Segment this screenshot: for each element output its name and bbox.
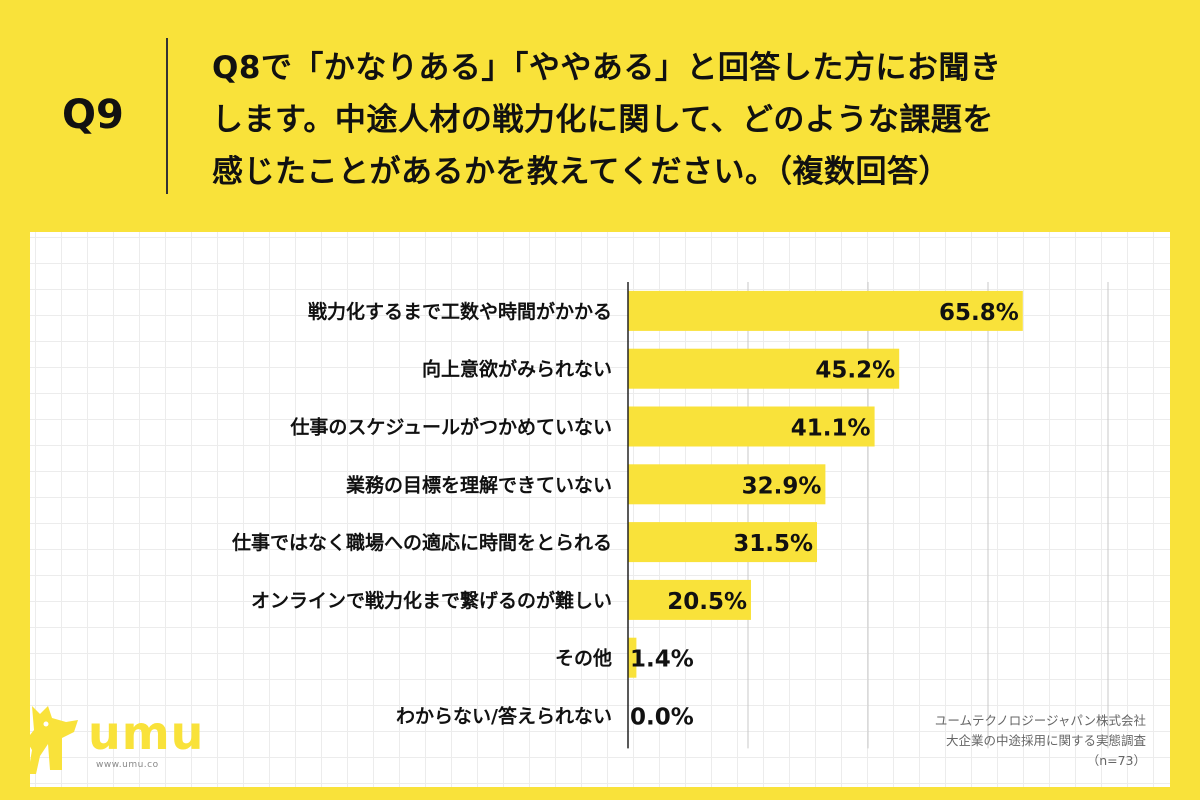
header: Q9 Q8で「かなりある」「ややある」と回答した方にお聞き します。中途人材の戦… [0, 0, 1200, 232]
source-survey: 大企業の中途採用に関する実態調査 [945, 733, 1146, 748]
bar [628, 290, 1023, 331]
category-label: わからない/答えられない [396, 705, 612, 728]
bar [628, 637, 637, 678]
umu-logo-icon [26, 706, 78, 774]
chart-panel: 戦力化するまで工数や時間がかかる 65.8% 向上意欲がみられない 45.2% 仕事のス… [30, 232, 1170, 787]
category-label: 業務の目標を理解できていない [345, 473, 612, 496]
question-text: Q8で「かなりある」「ややある」と回答した方にお聞き します。中途人材の戦力化に… [212, 42, 1152, 198]
category-label: 仕事ではなく職場への適応に時間をとられる [231, 531, 612, 554]
value-label: 1.4% [630, 647, 694, 673]
value-label: 0.0% [630, 705, 694, 731]
source-company: ユームテクノロジージャパン株式会社 [934, 713, 1146, 728]
category-label: オンラインで戦力化まで繋げるのが難しい [251, 589, 612, 612]
value-label: 31.5% [733, 531, 813, 557]
value-label: 45.2% [815, 358, 895, 384]
bar [628, 348, 900, 389]
question-line-3: 感じたことがあるかを教えてください。（複数回答） [212, 154, 951, 190]
source-note: ユームテクノロジージャパン株式会社 大企業の中途採用に関する実態調査 （n=73… [935, 711, 1146, 771]
question-number: Q9 [62, 92, 124, 138]
value-label: 41.1% [791, 416, 871, 442]
logo-wordmark: umu [88, 706, 205, 760]
category-label: 向上意欲がみられない [422, 358, 612, 381]
value-label: 20.5% [667, 589, 747, 615]
bar-chart: 戦力化するまで工数や時間がかかる 65.8% 向上意欲がみられない 45.2% 仕事のス… [231, 282, 1109, 749]
question-line-2: します。中途人材の戦力化に関して、どのような課題を [212, 102, 994, 138]
category-label: その他 [555, 647, 612, 670]
value-label: 65.8% [939, 300, 1019, 326]
header-divider [166, 38, 168, 194]
sample-size: （n=73） [1086, 753, 1146, 768]
logo-url: www.umu.co [96, 760, 159, 770]
value-label: 32.9% [742, 473, 822, 499]
bar [628, 579, 751, 620]
bar [628, 522, 817, 563]
question-line-1: Q8で「かなりある」「ややある」と回答した方にお聞き [212, 50, 1002, 86]
category-label: 戦力化するまで工数や時間がかかる [308, 300, 612, 323]
bar [628, 464, 826, 505]
category-label: 仕事のスケジュールがつかめていない [289, 416, 612, 439]
bar [628, 406, 875, 447]
